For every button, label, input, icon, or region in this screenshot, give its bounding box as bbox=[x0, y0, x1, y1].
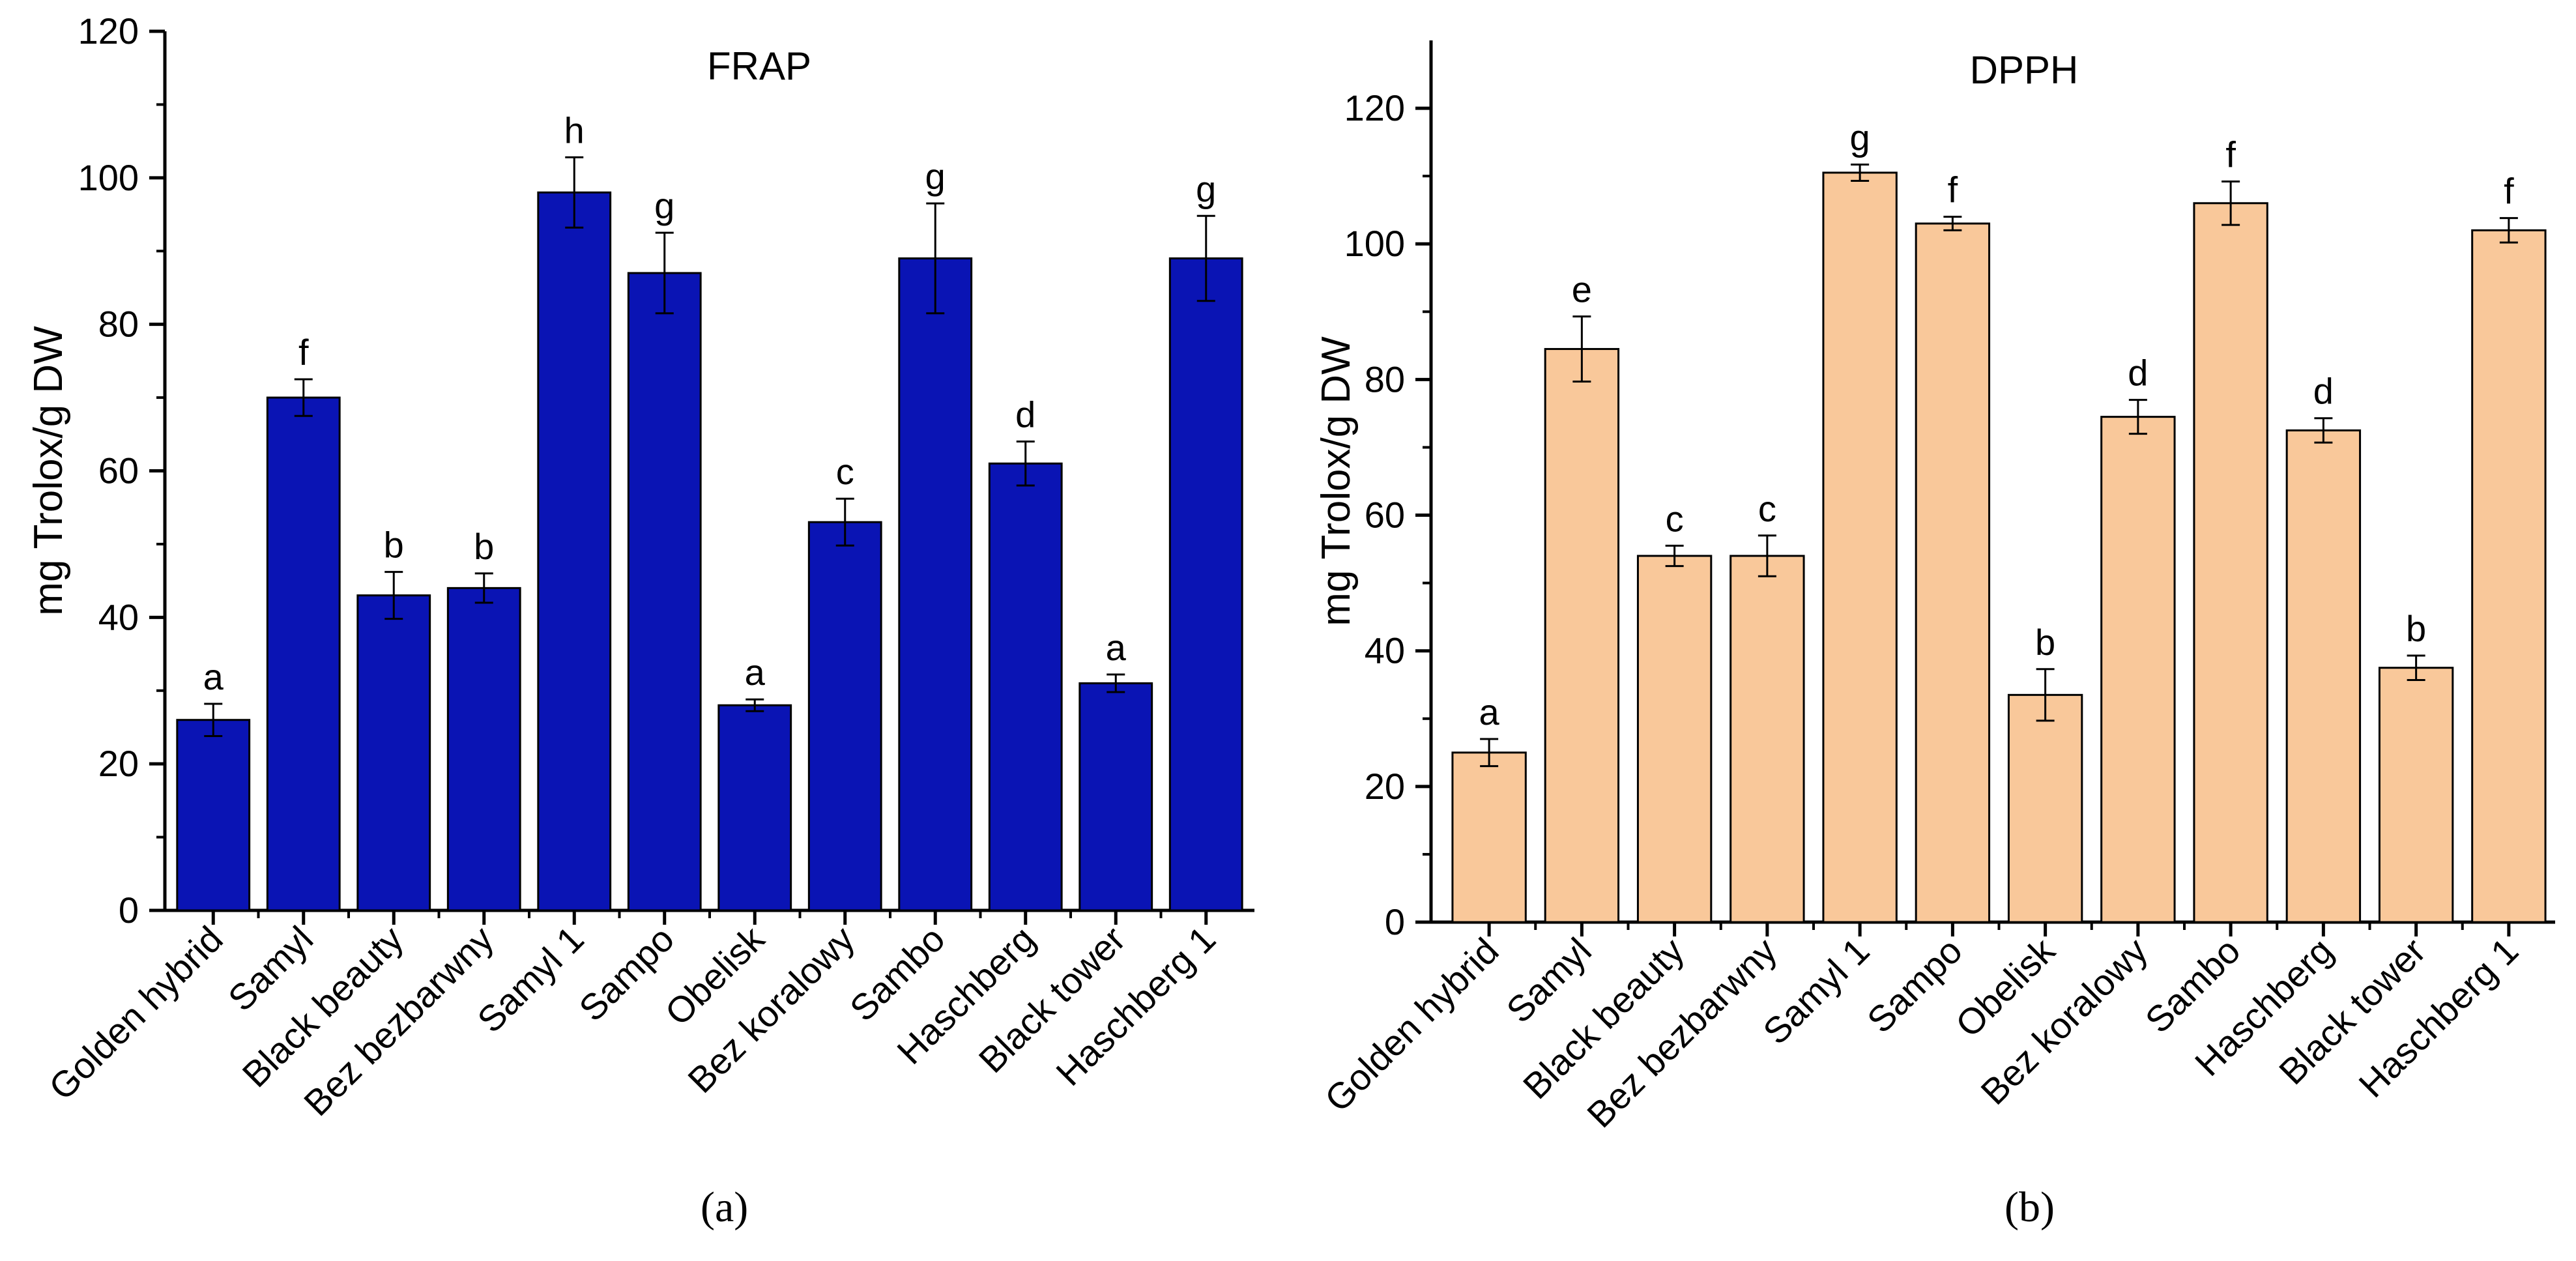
category-label: Sampo bbox=[1859, 930, 1970, 1041]
bar bbox=[1078, 682, 1153, 912]
dpph-chart-panel: 0 20 40 60 80 100 120 mg Trolox/g DW DPPH a Golden… bbox=[1288, 0, 2576, 1261]
category-label: Black beauty bbox=[1515, 930, 1692, 1107]
significance-letter: a bbox=[203, 656, 224, 697]
significance-letter: a bbox=[745, 652, 766, 693]
significance-letter: b bbox=[474, 526, 494, 567]
bar bbox=[2471, 229, 2547, 923]
bar bbox=[1544, 348, 1620, 923]
significance-letter: f bbox=[2225, 134, 2236, 175]
bar bbox=[1729, 555, 1805, 923]
bar bbox=[1168, 257, 1243, 912]
y-tick-label: 20 bbox=[98, 743, 139, 784]
bar bbox=[2007, 693, 2083, 923]
significance-letter: a bbox=[1106, 627, 1127, 668]
y-tick-label: 0 bbox=[119, 890, 139, 931]
bar bbox=[2100, 416, 2176, 923]
significance-letter: e bbox=[1572, 269, 1592, 310]
significance-letter: g bbox=[1196, 168, 1216, 209]
significance-letter: f bbox=[298, 332, 309, 373]
y-tick-label: 60 bbox=[98, 450, 139, 491]
bar bbox=[807, 521, 882, 912]
y-tick-label: 80 bbox=[1365, 358, 1405, 399]
significance-letter: a bbox=[1479, 691, 1500, 732]
bar bbox=[988, 462, 1063, 912]
significance-letter: h bbox=[564, 109, 585, 151]
y-tick-label: 40 bbox=[1365, 630, 1405, 671]
frap-chart: 0 20 40 60 80 100 120 mg Trolox/g DW FRAP a Golden… bbox=[26, 10, 1254, 1123]
chart-title: DPPH bbox=[1970, 48, 2079, 92]
significance-letter: c bbox=[1666, 498, 1684, 539]
significance-letter: f bbox=[2504, 171, 2514, 212]
significance-letter: g bbox=[654, 185, 674, 226]
category-label: Haschberg 1 bbox=[2351, 930, 2526, 1105]
bar bbox=[898, 257, 973, 912]
y-tick-label: 0 bbox=[1385, 901, 1405, 942]
y-tick-label: 40 bbox=[98, 596, 139, 637]
bar bbox=[1915, 222, 1991, 923]
bar bbox=[446, 587, 521, 912]
significance-letter: b bbox=[384, 525, 404, 566]
significance-letter: b bbox=[2035, 622, 2055, 663]
significance-letter: f bbox=[1948, 169, 1958, 210]
frap-chart-panel: 0 20 40 60 80 100 120 mg Trolox/g DW FRAP a Golden… bbox=[26, 10, 1254, 1231]
y-tick-label: 60 bbox=[1365, 495, 1405, 536]
bar bbox=[627, 272, 702, 912]
bar bbox=[2378, 667, 2454, 923]
dpph-chart: 0 20 40 60 80 100 120 mg Trolox/g DW DPPH a Golden… bbox=[1314, 40, 2555, 1135]
bar bbox=[356, 594, 431, 912]
y-tick-label: 100 bbox=[78, 157, 139, 198]
y-axis-label: mg Trolox/g DW bbox=[1314, 336, 1359, 626]
bar bbox=[176, 719, 251, 912]
bar bbox=[2193, 202, 2268, 923]
chart-title: FRAP bbox=[707, 44, 811, 88]
bar bbox=[1636, 555, 1713, 923]
bar bbox=[717, 704, 792, 912]
bar bbox=[1451, 751, 1527, 923]
category-label: Golden hybrid bbox=[41, 918, 231, 1108]
significance-letter: g bbox=[1850, 117, 1870, 158]
bar bbox=[1822, 171, 1898, 923]
y-tick-label: 20 bbox=[1365, 766, 1405, 807]
y-tick-label: 120 bbox=[78, 10, 139, 51]
bar bbox=[537, 191, 612, 912]
y-tick-label: 100 bbox=[1344, 223, 1405, 264]
y-tick-label: 120 bbox=[1344, 87, 1405, 128]
frap-panel-caption: (a) bbox=[701, 1183, 749, 1231]
significance-letter: d bbox=[2128, 353, 2148, 394]
significance-letter: c bbox=[836, 451, 854, 492]
y-tick-label: 80 bbox=[98, 304, 139, 345]
significance-letter: g bbox=[925, 156, 946, 197]
dpph-panel-caption: (b) bbox=[2004, 1183, 2055, 1231]
bar bbox=[2285, 429, 2362, 923]
category-label: Golden hybrid bbox=[1317, 930, 1507, 1120]
significance-letter: d bbox=[2313, 371, 2334, 412]
significance-letter: b bbox=[2406, 608, 2426, 649]
significance-letter: d bbox=[1015, 394, 1035, 435]
significance-letter: c bbox=[1758, 488, 1776, 529]
y-axis-label: mg Trolox/g DW bbox=[26, 326, 71, 616]
bar bbox=[266, 396, 341, 912]
